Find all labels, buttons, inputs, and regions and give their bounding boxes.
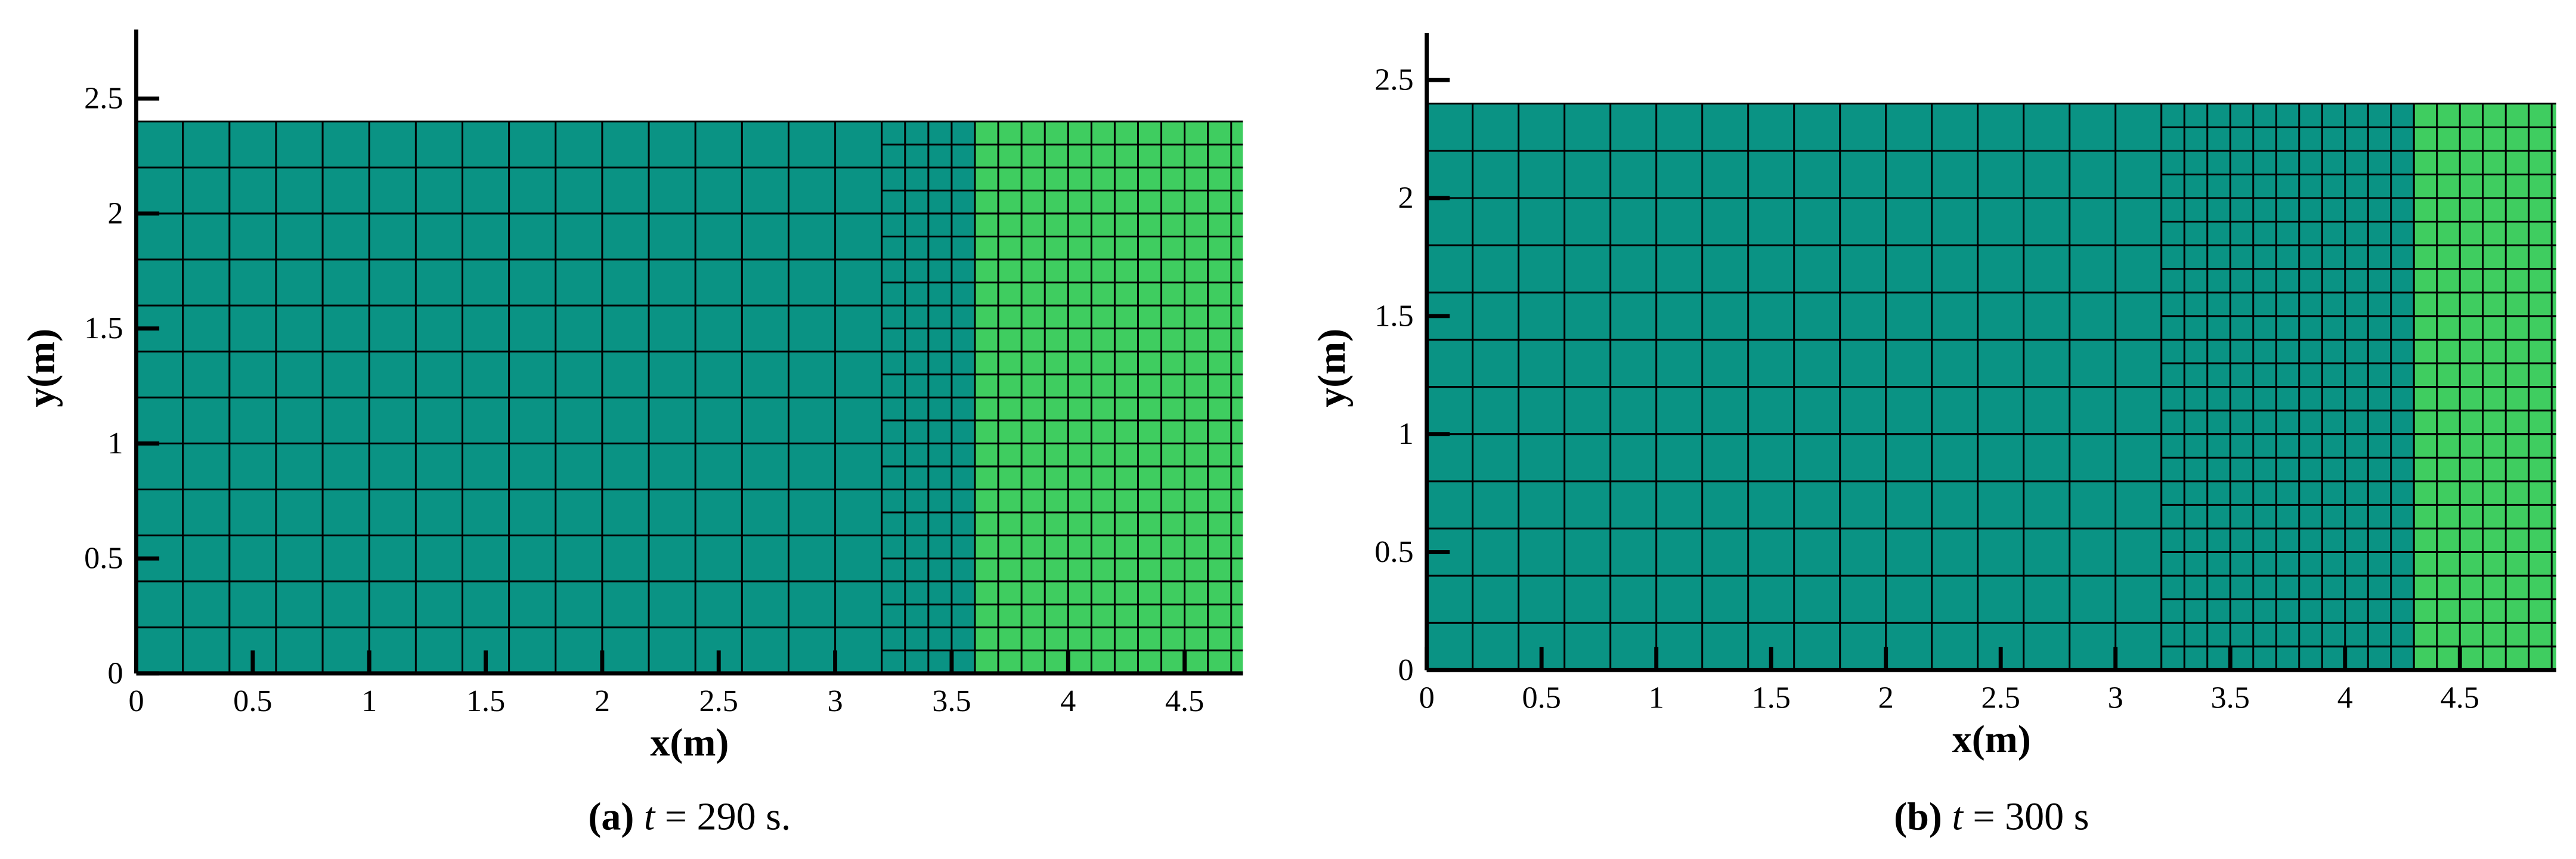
- y-tick-label: 0.5: [84, 541, 123, 576]
- y-tick-label: 2: [107, 196, 123, 230]
- y-tick-label: 1: [1398, 416, 1413, 451]
- x-tick-label: 3: [828, 684, 843, 718]
- x-tick-label: 0: [1419, 681, 1435, 715]
- x-axis-label: x(m): [650, 721, 729, 765]
- y-tick-label: 2.5: [1374, 63, 1413, 97]
- caption: (a) t = 290 s.: [588, 795, 791, 838]
- y-tick-label: 1.5: [84, 311, 123, 345]
- x-tick-label: 4: [1060, 684, 1076, 718]
- x-tick-label: 2.5: [699, 684, 738, 718]
- y-tick-label: 0: [1398, 653, 1413, 687]
- caption-text: = 290 s.: [665, 795, 791, 838]
- x-tick-label: 1.5: [466, 684, 505, 718]
- x-tick-label: 4.5: [1165, 684, 1204, 718]
- x-tick-label: 1.5: [1752, 681, 1791, 715]
- y-axis-label: y(m): [1310, 329, 1354, 407]
- x-tick-label: 3.5: [2211, 681, 2250, 715]
- x-tick-label: 2: [595, 684, 610, 718]
- caption-variable: t: [1952, 795, 1964, 838]
- caption-label: (b): [1894, 795, 1942, 838]
- x-tick-label: 0: [128, 684, 144, 718]
- caption-label: (a): [588, 795, 634, 838]
- y-tick-label: 1.5: [1374, 298, 1413, 333]
- x-tick-label: 1: [361, 684, 377, 718]
- x-axis-label: x(m): [1952, 718, 2031, 761]
- x-tick-label: 2.5: [1981, 681, 2020, 715]
- x-tick-label: 1: [1649, 681, 1664, 715]
- x-tick-label: 0.5: [1522, 681, 1561, 715]
- caption-text: = 300 s: [1973, 795, 2089, 838]
- x-tick-label: 3.5: [932, 684, 971, 718]
- x-tick-label: 4: [2337, 681, 2353, 715]
- y-tick-label: 1: [107, 426, 123, 461]
- mesh-plot: 0 0.5 1 1.5 2 2.5 3 3.5 4 4.500.511.522.5x(m)y(m)…: [20, 29, 1243, 838]
- y-axis-label: y(m): [20, 329, 63, 407]
- x-tick-label: 0.5: [233, 684, 272, 718]
- caption: (b) t = 300 s: [1894, 795, 2089, 838]
- y-tick-label: 2.5: [84, 81, 123, 116]
- mesh-plot: 0 0.5 1 1.5 2 2.5 3 3.5 4 4.500.511.522.5x(m)y(m)…: [1310, 33, 2556, 838]
- y-tick-label: 0.5: [1374, 534, 1413, 569]
- y-tick-label: 2: [1398, 181, 1413, 215]
- y-tick-label: 0: [107, 656, 123, 690]
- x-tick-label: 2: [1878, 681, 1894, 715]
- x-tick-label: 3: [2108, 681, 2123, 715]
- caption-variable: t: [644, 795, 656, 838]
- x-tick-label: 4.5: [2441, 681, 2479, 715]
